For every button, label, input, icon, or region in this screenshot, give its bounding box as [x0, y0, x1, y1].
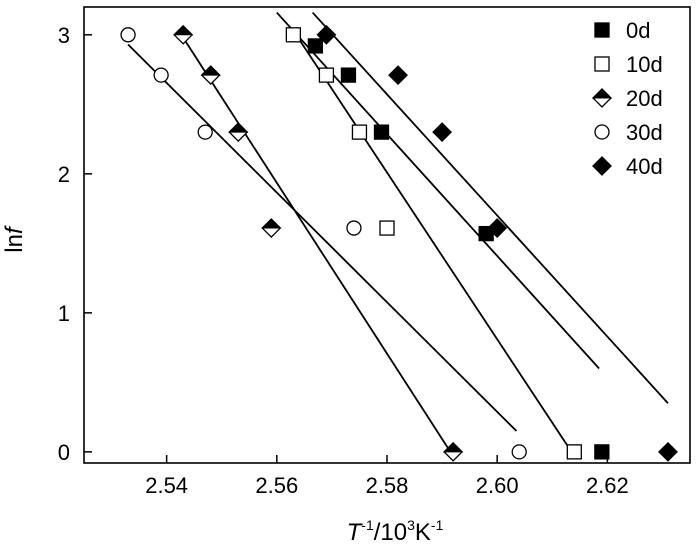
- marker-square: [594, 444, 610, 460]
- marker-diamond: [592, 156, 612, 176]
- x-tick-label: 2.56: [255, 473, 298, 498]
- x-axis-label-mid: /10: [374, 519, 407, 546]
- legend-label-40d: 40d: [626, 154, 663, 179]
- x-axis-label-unit: K: [415, 519, 431, 546]
- y-tick-label: 2: [58, 162, 70, 187]
- marker-diamond: [316, 24, 337, 45]
- data-point-10d: [318, 67, 335, 83]
- marker-diamond: [432, 122, 453, 143]
- fit-line-0d: [276, 11, 600, 370]
- x-axis-label-sup1: -1: [361, 517, 374, 533]
- marker-circle: [511, 444, 527, 460]
- legend-label-20d: 20d: [626, 86, 663, 111]
- x-tick-label: 2.62: [586, 473, 629, 498]
- data-point-0d: [340, 67, 357, 83]
- marker-square: [318, 67, 335, 83]
- data-point-30d: [153, 67, 169, 83]
- data-point-40d: [658, 441, 678, 462]
- marker-circle: [346, 220, 362, 236]
- data-point-30d: [120, 27, 136, 43]
- marker-square: [379, 220, 395, 236]
- legend-marker-20d: [591, 88, 613, 108]
- legend-label-10d: 10d: [626, 52, 663, 77]
- marker-square: [340, 67, 357, 83]
- y-axis-label-prefix: ln: [1, 234, 28, 253]
- y-tick-label: 1: [58, 301, 70, 326]
- data-point-0d: [373, 124, 390, 140]
- legend-label-30d: 30d: [626, 120, 663, 145]
- marker-diamond-fill: [591, 88, 613, 99]
- marker-diamond-fill: [172, 25, 194, 36]
- data-point-20d: [200, 65, 221, 86]
- legend-label-0d: 0d: [626, 18, 650, 43]
- data-point-10d: [351, 124, 368, 140]
- y-tick-label: 0: [58, 440, 70, 465]
- legend-marker-40d: [592, 156, 612, 176]
- data-point-0d: [307, 38, 324, 54]
- legend-marker-0d: [594, 22, 610, 38]
- data-point-10d: [379, 220, 395, 236]
- x-tick-label: 2.58: [366, 473, 409, 498]
- marker-square: [351, 124, 368, 140]
- legend: 0d 10d 20d 30d 40d: [591, 18, 663, 179]
- data-point-20d: [442, 441, 464, 462]
- data-point-20d: [228, 122, 249, 143]
- data-point-0d: [594, 444, 610, 460]
- marker-square: [285, 27, 301, 43]
- x-axis-ticks: 2.54 2.56 2.58 2.60 2.62: [145, 455, 629, 498]
- marker-circle: [594, 124, 610, 140]
- x-tick-label: 2.54: [145, 473, 188, 498]
- fit-line-30d: [127, 43, 518, 432]
- data-point-30d: [197, 124, 213, 140]
- marker-diamond: [658, 441, 678, 462]
- data-point-10d: [285, 27, 301, 43]
- marker-diamond: [487, 218, 508, 238]
- data-point-40d: [487, 218, 508, 238]
- y-axis-label: lnf: [1, 225, 28, 253]
- marker-square: [373, 124, 390, 140]
- marker-square: [307, 38, 324, 54]
- data-point-30d: [346, 220, 362, 236]
- data-point-40d: [316, 24, 337, 45]
- marker-circle: [153, 67, 169, 83]
- data-point-30d: [511, 444, 527, 460]
- marker-circle: [197, 124, 213, 140]
- data-point-40d: [388, 65, 408, 86]
- marker-diamond-fill: [442, 442, 464, 453]
- marker-diamond-fill: [228, 122, 249, 133]
- marker-diamond-fill: [200, 65, 221, 76]
- y-axis-label-italic: f: [1, 225, 28, 234]
- marker-square: [594, 56, 610, 72]
- data-point-20d: [172, 24, 194, 45]
- data-point-20d: [261, 218, 282, 238]
- x-axis-label-base: T: [347, 519, 364, 546]
- legend-marker-30d: [594, 124, 610, 140]
- x-axis-label-sup3: -1: [431, 517, 444, 533]
- x-tick-label: 2.60: [476, 473, 519, 498]
- y-axis-ticks: 0 1 2 3: [58, 23, 92, 465]
- x-axis-label: T-1/103K-1: [347, 517, 444, 546]
- marker-diamond: [388, 65, 408, 86]
- marker-diamond-fill: [261, 218, 282, 229]
- data-point-40d: [432, 122, 453, 143]
- data-markers: [120, 24, 678, 462]
- x-axis-label-sup2: 3: [407, 517, 415, 533]
- fit-line-20d: [179, 32, 454, 457]
- marker-circle: [120, 27, 136, 43]
- fit-line-10d: [295, 34, 573, 453]
- y-tick-label: 3: [58, 23, 70, 48]
- marker-square: [566, 444, 582, 460]
- fit-lines: [127, 11, 669, 457]
- fit-line-40d: [311, 11, 669, 404]
- marker-square: [594, 22, 610, 38]
- legend-marker-10d: [594, 56, 610, 72]
- data-point-10d: [566, 444, 582, 460]
